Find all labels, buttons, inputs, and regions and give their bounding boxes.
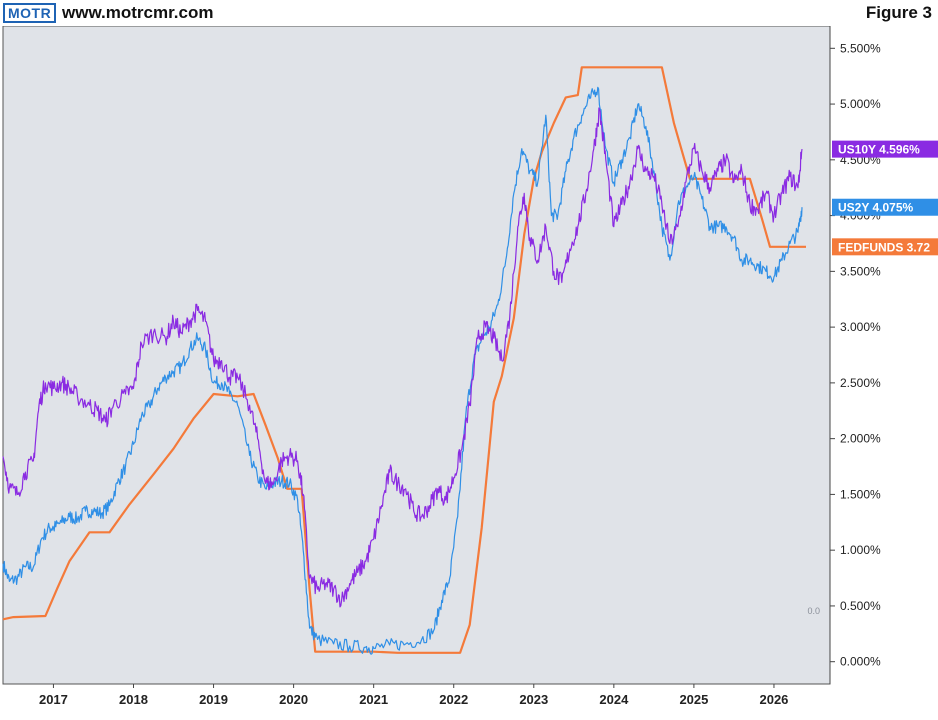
tag-label-us2y: US2Y 4.075%: [838, 201, 913, 215]
x-tick-label: 2023: [519, 692, 548, 707]
series-layer: [2, 66, 806, 655]
x-tick-label: 2019: [199, 692, 228, 707]
x-tick-label: 2018: [119, 692, 148, 707]
y-tick-label: 1.500%: [840, 487, 881, 501]
line-chart: 0.000% 0.500% 1.000% 1.500% 2.000% 2.500% 3.00…: [2, 26, 938, 707]
x-tick-label: 2026: [759, 692, 788, 707]
y-tick-label: 5.500%: [840, 41, 881, 55]
x-tick-label: 2017: [39, 692, 68, 707]
tag-label-fedfunds: FEDFUNDS 3.72: [838, 240, 930, 254]
tag-bg-fedfunds: [832, 238, 938, 256]
tag-bg-us10y: [832, 140, 938, 158]
last-value-tags: US10Y 4.596% US2Y 4.075% FEDFUNDS 3.72: [832, 140, 938, 256]
x-tick-label: 2025: [679, 692, 708, 707]
series-line-fedfunds: [2, 66, 806, 654]
x-tick-label: 2020: [279, 692, 308, 707]
tag-bg-us2y: [832, 198, 938, 216]
figure-label: Figure 3: [865, 3, 932, 22]
logo-text: MOTR: [3, 3, 57, 23]
y-tick-label: 5.000%: [840, 97, 881, 111]
x-tick-label: 2024: [599, 692, 629, 707]
series-line-us10y: [2, 107, 803, 608]
x-tick-label: 2021: [359, 692, 388, 707]
y-tick-label: 0.500%: [840, 599, 881, 613]
y-tick-label: 3.500%: [840, 264, 881, 278]
x-tick-label: 2022: [439, 692, 468, 707]
x-axis-ticks: 2017 2018 2019 2020 2021 2022 2023 2024 2025 2026: [39, 684, 788, 707]
y-tick-label: 3.000%: [840, 320, 881, 334]
corner-label: 0.0: [807, 606, 820, 616]
plot-area: [2, 26, 831, 685]
y-tick-label: 0.000%: [840, 655, 881, 669]
y-tick-label: 1.000%: [840, 543, 881, 557]
tag-label-us10y: US10Y 4.596%: [838, 143, 920, 157]
series-line-us2y: [2, 86, 803, 655]
y-axis-ticks: 0.000% 0.500% 1.000% 1.500% 2.000% 2.500% 3.00…: [830, 41, 881, 669]
y-tick-label: 2.500%: [840, 376, 881, 390]
motr-logo: MOTR: [3, 3, 57, 23]
y-tick-label: 2.000%: [840, 432, 881, 446]
site-url: www.motrcmr.com: [62, 3, 214, 22]
header: MOTR www.motrcmr.com Figure 3: [0, 0, 938, 26]
